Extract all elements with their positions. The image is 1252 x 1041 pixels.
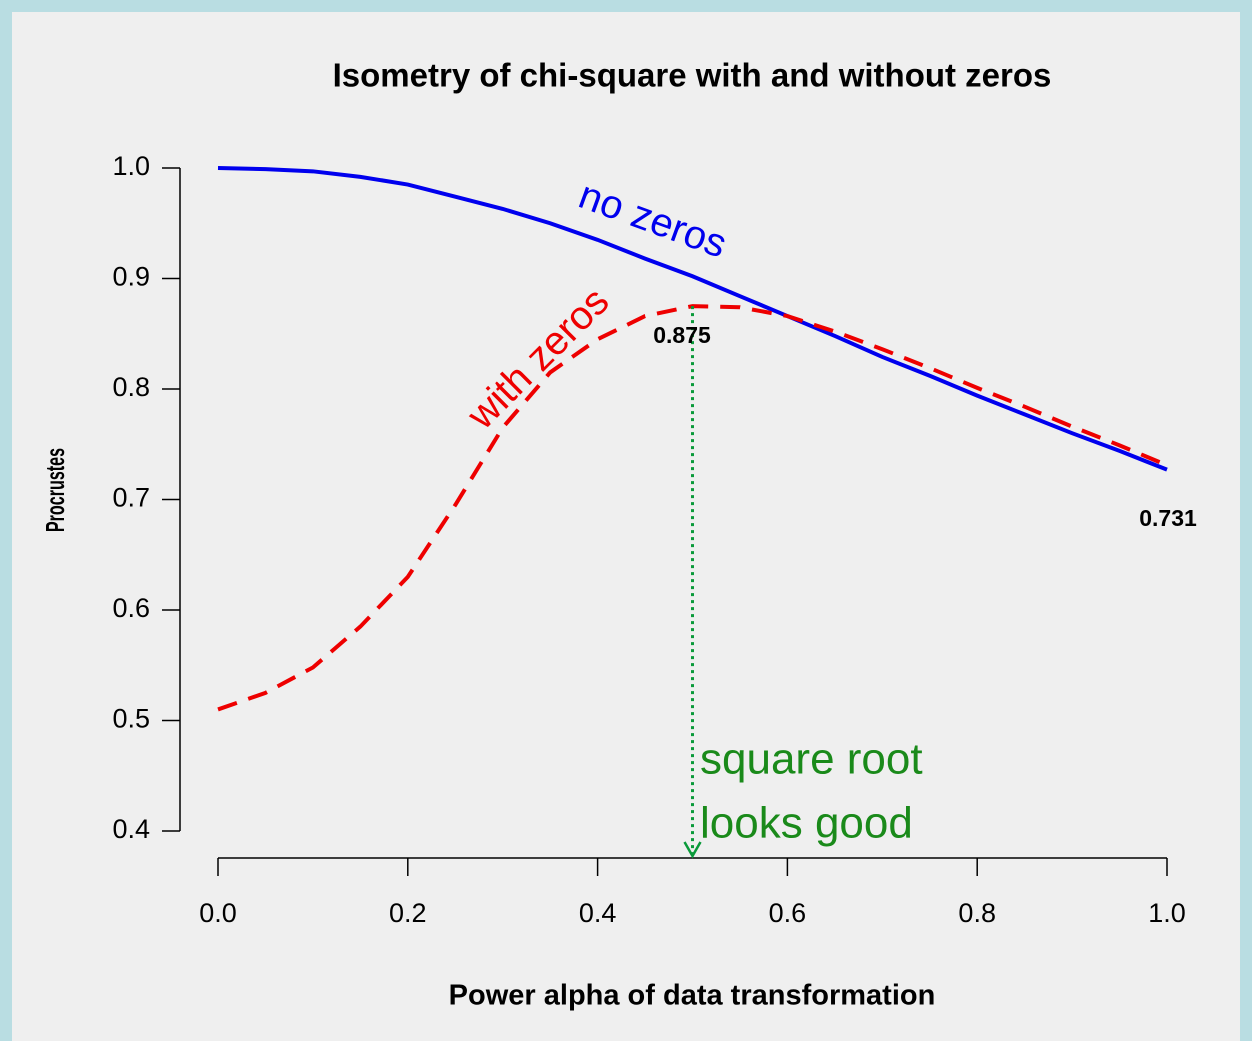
y-axis-label: Procrustes [40,448,70,532]
y-tick-label: 0.9 [112,262,150,292]
chart-title: Isometry of chi-square with and without … [333,57,1052,94]
annotation: square root [700,735,923,784]
y-tick-label: 0.7 [112,483,150,513]
x-tick-label: 1.0 [1148,898,1186,928]
annotation: looks good [700,799,913,848]
x-tick-label: 0.4 [579,898,617,928]
x-tick-label: 0.8 [958,898,996,928]
y-tick-label: 0.5 [112,704,150,734]
x-tick-label: 0.0 [199,898,237,928]
y-tick-label: 0.8 [112,372,150,402]
series-line [217,166,1168,472]
annotation: 0.875 [653,322,711,348]
y-tick-label: 0.6 [112,593,150,623]
x-tick-label: 0.2 [389,898,427,928]
annotation: 0.731 [1139,505,1197,531]
y-tick-label: 1.0 [112,151,150,181]
x-axis-label: Power alpha of data transformation [449,980,936,1012]
y-tick-label: 0.4 [112,814,150,844]
x-tick-label: 0.6 [769,898,807,928]
panel [12,12,1240,1041]
arrow-head [683,841,702,859]
